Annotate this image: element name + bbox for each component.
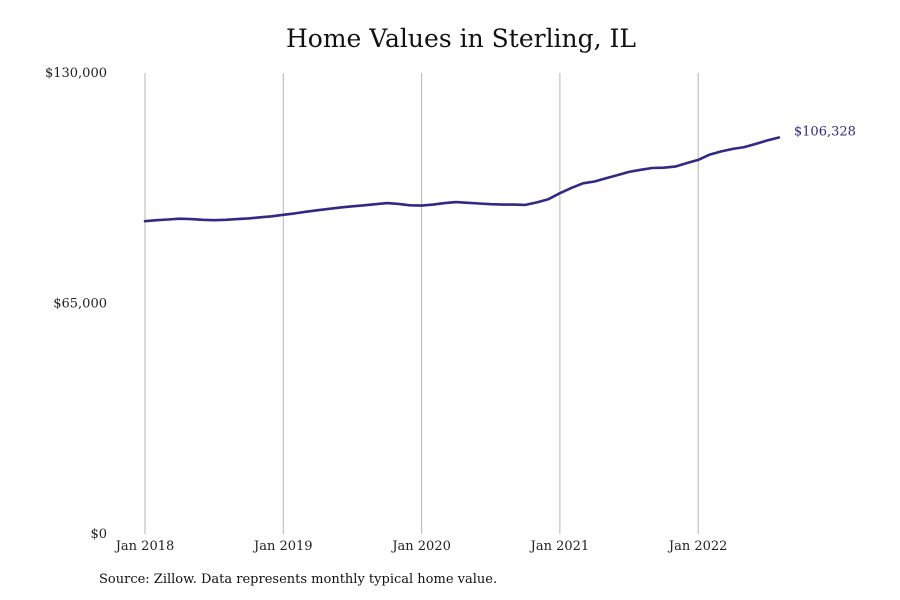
x-tick-label-2: Jan 2020: [390, 539, 451, 554]
series-line-0: [143, 136, 781, 223]
x-tick-label-4: Jan 2022: [667, 539, 728, 554]
y-axis: $0 $65,000 $130,000: [45, 66, 107, 542]
x-tick-label-1: Jan 2019: [252, 539, 313, 554]
y-tick-label-0: $0: [90, 527, 107, 542]
grid-lines: [144, 73, 699, 534]
source-note: Source: Zillow. Data represents monthly …: [99, 572, 498, 587]
series-layer: $106,328: [143, 125, 856, 223]
y-tick-label-2: $130,000: [45, 66, 107, 81]
x-tick-label-3: Jan 2021: [529, 539, 590, 554]
y-tick-label-1: $65,000: [53, 297, 107, 312]
x-axis: Jan 2018 Jan 2019 Jan 2020 Jan 2021 Jan 2022: [114, 539, 728, 554]
chart-title: Home Values in Sterling, IL: [285, 24, 637, 53]
end-value-label-0: $106,328: [794, 125, 856, 140]
x-tick-label-0: Jan 2018: [114, 539, 175, 554]
